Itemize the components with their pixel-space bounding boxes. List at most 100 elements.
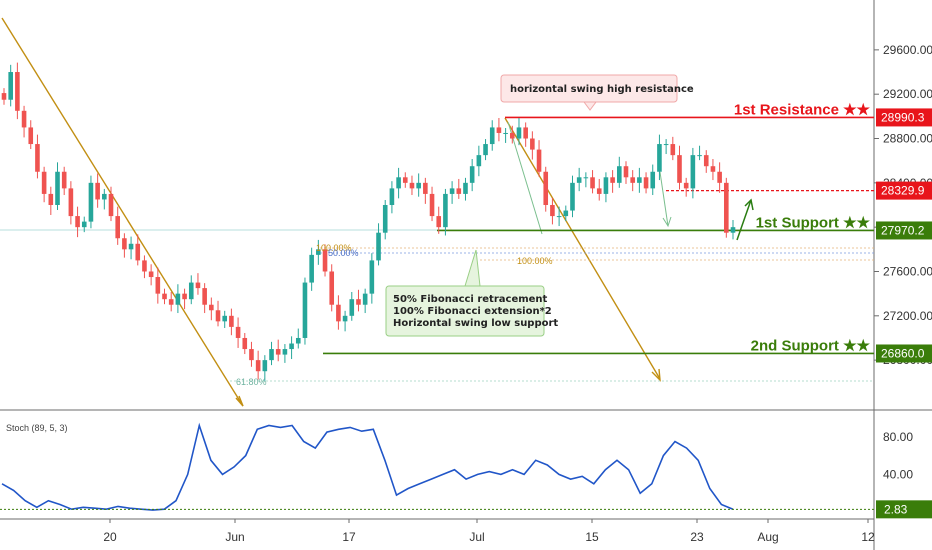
time-tick-label: 12	[861, 530, 875, 544]
candle-body	[617, 166, 622, 183]
trend-arrowhead	[235, 395, 244, 407]
candle-body	[369, 260, 375, 294]
axes: 26800.0027200.0027600.0028000.0028400.00…	[103, 43, 932, 544]
candle-body	[503, 132, 508, 134]
level-price-badge	[876, 108, 932, 127]
candle-body	[483, 144, 488, 156]
candle-body	[396, 177, 401, 189]
candle-body	[409, 182, 415, 189]
candle-body	[215, 310, 221, 322]
candle-body	[730, 227, 736, 233]
candle-body	[336, 304, 341, 322]
price-tick-label: 29200.00	[883, 87, 932, 101]
candle-body	[202, 288, 207, 305]
candle-body	[489, 127, 495, 145]
candle-body	[229, 315, 234, 327]
candle-body	[309, 254, 314, 283]
fib-label: 50.00%	[328, 248, 359, 258]
candle-body	[108, 193, 114, 217]
stoch-label: Stoch (89, 5, 3)	[6, 423, 68, 433]
candle-body	[8, 72, 13, 100]
candle-body	[710, 166, 716, 172]
analysis-drawings	[1, 17, 874, 407]
candle-body	[162, 293, 167, 300]
fib-label: 100.00%	[316, 243, 352, 253]
bounce-arrow	[736, 199, 752, 241]
candle-body	[449, 188, 455, 194]
candle-body	[610, 177, 615, 183]
candle-body	[1, 93, 7, 100]
price-tick-label: 28800.00	[883, 132, 932, 146]
candle-body	[509, 132, 515, 139]
candle-body	[81, 221, 87, 228]
candle-body	[188, 282, 194, 300]
candle-body	[596, 188, 602, 194]
candle-body	[463, 182, 468, 194]
candle-body	[683, 182, 689, 189]
level-label: 2nd Support ★★	[751, 337, 871, 354]
stoch-tick-label: 80.00	[883, 430, 913, 444]
candle-body	[41, 171, 47, 194]
candle-body	[88, 182, 94, 222]
level-price-badge	[876, 221, 932, 240]
candle-body	[322, 249, 328, 272]
candle-body	[115, 216, 120, 239]
candle-body	[657, 144, 662, 172]
annotation-text: horizontal swing high resistance	[510, 84, 694, 95]
candle-body	[222, 315, 228, 322]
annotation-pointer	[464, 249, 481, 287]
candle-body	[663, 144, 669, 146]
swing-arrowhead	[662, 216, 672, 228]
candle-body	[95, 182, 100, 200]
candle-body	[128, 243, 134, 250]
candle-body	[155, 277, 161, 294]
candle-body	[543, 171, 549, 205]
candle-body	[148, 271, 154, 278]
candle-body	[75, 216, 80, 228]
candle-body	[650, 171, 656, 189]
candle-body	[242, 337, 248, 350]
time-tick-label: 15	[585, 530, 599, 544]
candle-body	[356, 299, 361, 305]
projection-line	[504, 117, 661, 380]
candle-body	[195, 282, 201, 289]
candle-body	[349, 299, 355, 316]
candle-body	[436, 216, 442, 228]
candle-body	[476, 155, 482, 167]
candle-body	[175, 293, 181, 305]
candle-body	[182, 293, 187, 300]
trend-line	[1, 17, 244, 407]
candle-body	[690, 155, 696, 189]
candle-body	[382, 205, 388, 233]
candle-body	[55, 171, 60, 205]
annotation-text: Horizontal swing low support	[393, 318, 558, 329]
candle-body	[637, 177, 642, 183]
candle-body	[677, 155, 682, 183]
level-label: 1st Resistance ★★	[734, 101, 871, 118]
candle-body	[142, 260, 147, 272]
stoch-line	[1, 422, 734, 511]
level-price-badge-label: 28990.3	[881, 110, 925, 124]
time-tick-label: 23	[690, 530, 704, 544]
candle-body	[376, 232, 381, 261]
level-label: 1st Support ★★	[756, 214, 871, 231]
projection-arrowhead	[651, 368, 661, 382]
candle-body	[275, 349, 281, 355]
level-price-badge-label: 27970.2	[881, 223, 925, 237]
candle-body	[469, 166, 475, 183]
candle-body	[122, 238, 127, 250]
candle-body	[456, 188, 462, 194]
candle-body	[556, 216, 562, 218]
candle-body	[48, 193, 54, 205]
candle-body	[717, 171, 722, 183]
candle-body	[249, 349, 254, 361]
candle-body	[255, 360, 261, 372]
candle-body	[670, 144, 676, 156]
candle-body	[302, 282, 308, 338]
candle-body	[570, 182, 575, 211]
candle-body	[21, 110, 27, 128]
candle-body	[28, 127, 34, 145]
candle-body	[697, 155, 702, 157]
